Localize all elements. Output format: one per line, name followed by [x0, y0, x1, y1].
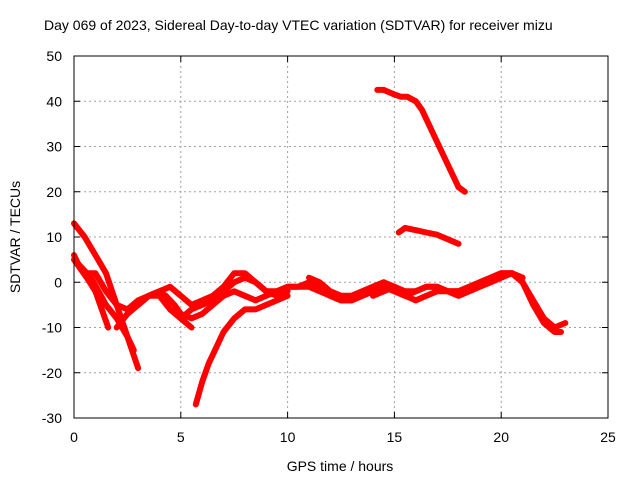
- y-tick-label: 50: [46, 48, 62, 64]
- series-line-sat-h: [192, 292, 291, 408]
- y-tick-label: -30: [42, 410, 62, 426]
- data-series: [71, 86, 569, 408]
- chart-title: Day 069 of 2023, Sidereal Day-to-day VTE…: [44, 17, 553, 33]
- x-tick-label: 20: [493, 429, 509, 445]
- x-axis-label: GPS time / hours: [287, 458, 394, 474]
- y-tick-label: 10: [46, 229, 62, 245]
- series-line-sat-m: [395, 224, 462, 247]
- x-tick-label: 25: [600, 429, 616, 445]
- y-tick-label: -20: [42, 365, 62, 381]
- y-tick-label: 30: [46, 139, 62, 155]
- series-line-sat-a: [71, 220, 195, 331]
- series-line-sat-k: [370, 270, 564, 335]
- y-tick-label: 40: [46, 93, 62, 109]
- x-tick-label: 5: [177, 429, 185, 445]
- y-tick-label: 0: [54, 274, 62, 290]
- axis-ticks: 0 5 10 15 20 25 -30 -20 -10 0 10 20 30 40 50: [42, 48, 616, 445]
- x-tick-label: 0: [70, 429, 78, 445]
- series-line-sat-d: [75, 261, 137, 354]
- y-tick-label: 20: [46, 184, 62, 200]
- grid: [74, 56, 608, 418]
- y-axis-label: SDTVAR / TECUs: [7, 181, 23, 293]
- x-tick-label: 15: [387, 429, 403, 445]
- y-tick-label: -10: [42, 320, 62, 336]
- series-line-sat-l: [374, 86, 468, 195]
- x-tick-label: 10: [280, 429, 296, 445]
